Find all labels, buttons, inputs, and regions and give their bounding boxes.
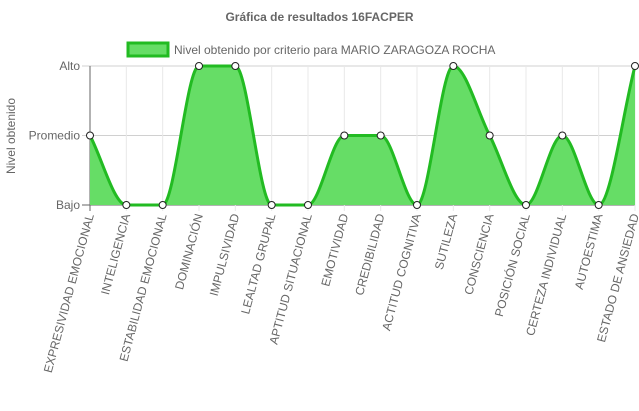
x-tick-label: ACTITUD COGNITIVA [379,212,424,332]
data-point[interactable] [376,131,385,140]
x-tick-label: CONSCIENCIA [461,212,496,296]
series-line [88,64,637,207]
y-axis-title: Nivel obtenido [4,98,18,174]
x-tick-label: AUTOESTIMA [572,212,606,291]
data-point[interactable] [158,201,167,209]
data-point[interactable] [558,131,567,140]
data-point[interactable] [631,62,639,70]
x-tick-label: DOMINACIÓN [171,212,206,291]
data-point[interactable] [340,131,349,140]
y-tick-label: Alto [59,59,80,73]
x-tick-label: IMPULSIVIDAD [207,212,243,298]
data-point[interactable] [86,131,94,140]
y-axis-ticks: Bajo Promedio Alto [29,59,81,212]
y-tick-label: Promedio [29,129,81,143]
x-tick-label: EXPRESIVIDAD EMOCIONAL [41,212,97,374]
legend-swatch [126,41,170,58]
chart-title: Gráfica de resultados 16FACPER [225,10,413,24]
data-point[interactable] [122,201,131,209]
legend-label: Nivel obtenido por criterio para MARIO Z… [174,43,495,57]
series-points[interactable] [86,62,639,209]
data-point[interactable] [195,62,203,70]
series-area [88,64,637,207]
x-tick-label: SUTILEZA [432,212,460,271]
data-point[interactable] [231,62,240,70]
data-point[interactable] [267,201,276,209]
data-point[interactable] [485,131,494,140]
x-tick-label: CREDIBILIDAD [352,212,387,297]
x-tick-label: CERTEZA INDIVIDUAL [523,212,569,337]
data-point[interactable] [594,201,603,209]
x-tick-label: INTELIGENCIA [98,212,133,296]
x-tick-label: EMOTIVIDAD [318,212,351,288]
x-tick-label: LEALTAD GRUPAL [238,212,278,316]
x-tick-label: POSICIÓN SOCIAL [491,212,533,319]
x-axis-ticks: EXPRESIVIDAD EMOCIONAL INTELIGENCIAESTABI… [41,212,639,375]
data-point[interactable] [304,201,312,209]
y-tick-label: Bajo [56,198,80,212]
data-point[interactable] [413,201,421,209]
data-point[interactable] [449,62,458,70]
legend[interactable]: Nivel obtenido por criterio para MARIO Z… [126,41,495,58]
data-point[interactable] [522,201,530,209]
